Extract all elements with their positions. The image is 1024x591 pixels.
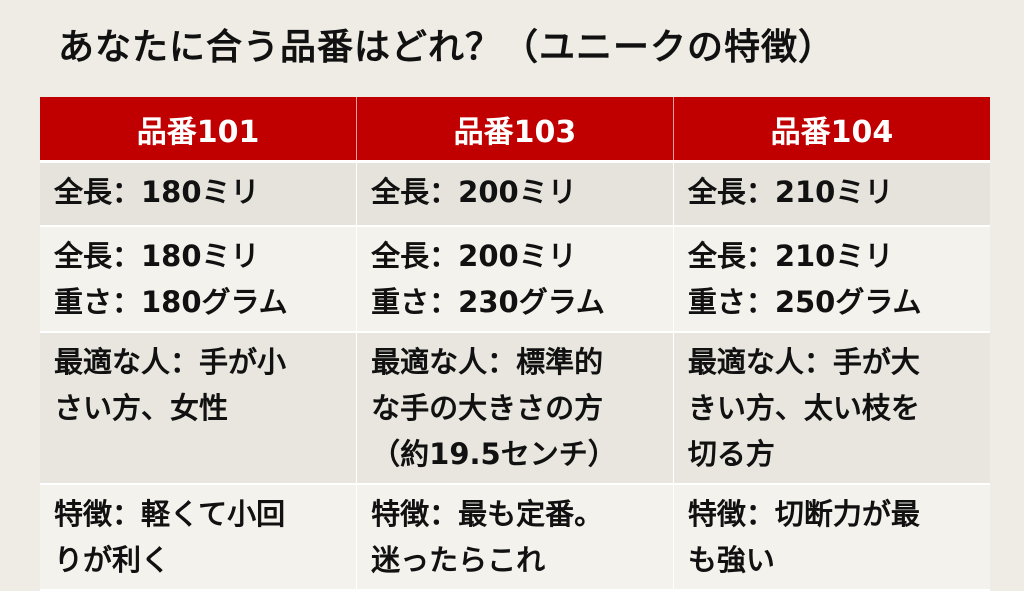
cell-text: 特徴：切断力が最 bbox=[687, 497, 920, 531]
column-header: 品番104 bbox=[673, 97, 990, 163]
column-header: 品番101 bbox=[40, 97, 358, 163]
cell-text: 全長：210ミリ bbox=[687, 175, 894, 209]
table-cell: 全長：200ミリ 重さ：230グラム bbox=[356, 226, 674, 333]
cell-text: 迷ったらこれ bbox=[371, 543, 546, 577]
cell-text: 最適な人：手が小 bbox=[54, 345, 287, 379]
page-title: あなたに合う品番はどれ？（ユニークの特徴） bbox=[58, 27, 836, 68]
table-cell: 全長：200ミリ bbox=[356, 161, 674, 227]
cell-text: 重さ：250グラム bbox=[687, 285, 922, 319]
table-cell: 全長：180ミリ bbox=[40, 161, 358, 227]
column-header: 品番103 bbox=[356, 97, 674, 163]
table-cell: 最適な人：標準的 な手の大きさの方 （約19.5センチ） bbox=[356, 332, 674, 485]
cell-text: きい方、太い枝を bbox=[687, 391, 920, 425]
table-cell: 最適な人：手が大 きい方、太い枝を 切る方 bbox=[673, 332, 990, 485]
cell-text: 切る方 bbox=[687, 437, 775, 471]
table-cell: 最適な人：手が小 さい方、女性 bbox=[40, 332, 358, 485]
table-cell: 全長：210ミリ bbox=[673, 161, 990, 227]
comparison-table: 品番101 品番103 品番104 全長：180ミリ 全長：200ミリ 全長：210ミリ… bbox=[40, 97, 990, 591]
cell-text: 最適な人：手が大 bbox=[687, 345, 920, 379]
table-row: 全長：180ミリ 重さ：180グラム 全長：200ミリ 重さ：230グラム 全長：210… bbox=[40, 226, 990, 333]
table-cell: 全長：210ミリ 重さ：250グラム bbox=[673, 226, 990, 333]
table-row: 特徴：軽くて小回 りが利く 特徴：最も定番。 迷ったらこれ 特徴：切断力が最 も強い bbox=[40, 484, 990, 591]
cell-text: 特徴：軽くて小回 bbox=[54, 497, 286, 531]
cell-text: 全長：200ミリ bbox=[371, 175, 577, 209]
table-cell: 特徴：軽くて小回 りが利く bbox=[40, 484, 358, 591]
table-row: 最適な人：手が小 さい方、女性 最適な人：標準的 な手の大きさの方 （約19.5センチ）… bbox=[40, 332, 990, 485]
cell-text: 全長：180ミリ bbox=[54, 175, 260, 209]
cell-text: 全長：200ミリ bbox=[371, 239, 577, 273]
cell-text: さい方、女性 bbox=[54, 391, 229, 425]
cell-text: りが利く bbox=[54, 543, 171, 577]
cell-text: も強い bbox=[687, 543, 775, 577]
cell-text: 特徴：最も定番。 bbox=[371, 497, 604, 531]
table-cell: 特徴：最も定番。 迷ったらこれ bbox=[356, 484, 674, 591]
cell-text: 全長：210ミリ bbox=[687, 239, 894, 273]
table-row: 全長：180ミリ 全長：200ミリ 全長：210ミリ bbox=[40, 161, 990, 227]
table-cell: 全長：180ミリ 重さ：180グラム bbox=[40, 226, 358, 333]
table-cell: 特徴：切断力が最 も強い bbox=[673, 484, 990, 591]
cell-text: 全長：180ミリ bbox=[54, 239, 260, 273]
cell-text: な手の大きさの方 bbox=[371, 391, 604, 425]
cell-text: 最適な人：標準的 bbox=[371, 345, 604, 379]
cell-text: 重さ：230グラム bbox=[371, 285, 605, 319]
cell-text: 重さ：180グラム bbox=[54, 285, 288, 319]
cell-text: （約19.5センチ） bbox=[371, 437, 617, 471]
